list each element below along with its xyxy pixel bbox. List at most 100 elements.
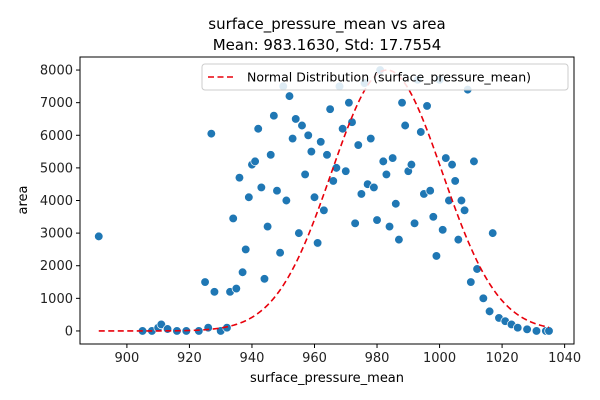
data-point (466, 277, 476, 287)
data-point (397, 98, 407, 108)
data-point (394, 234, 404, 245)
data-point (416, 127, 426, 137)
x-tick-label: 980 (365, 351, 390, 366)
x-tick-label: 960 (302, 351, 327, 366)
y-tick-label: 1000 (40, 292, 73, 307)
data-point (287, 133, 298, 144)
data-point (250, 156, 260, 167)
data-point (237, 267, 248, 277)
y-tick-label: 6000 (40, 129, 73, 144)
x-axis-ticks: 900 920 940 960 980 1000 1020 1040 (114, 344, 581, 366)
data-point (406, 159, 417, 170)
data-point (262, 221, 273, 232)
data-point (478, 293, 488, 303)
x-tick-label: 1000 (423, 351, 456, 366)
data-point (322, 150, 332, 160)
data-point (325, 104, 335, 114)
data-point (316, 137, 326, 147)
data-point (350, 218, 360, 228)
data-point (209, 287, 220, 297)
data-point (294, 228, 304, 238)
data-point (400, 120, 410, 131)
y-axis-label: area (16, 186, 31, 215)
y-tick-label: 4000 (40, 194, 73, 209)
data-point (431, 251, 442, 261)
data-point (319, 205, 329, 215)
data-point (303, 130, 313, 140)
data-point (259, 274, 270, 284)
data-point (203, 323, 213, 333)
data-point (228, 213, 238, 224)
data-point (453, 234, 463, 245)
x-tick-label: 920 (177, 351, 202, 366)
data-point (281, 195, 292, 206)
data-point (234, 173, 245, 183)
legend-box (201, 63, 569, 91)
data-point (297, 120, 307, 131)
data-point (275, 248, 285, 258)
data-point (291, 114, 301, 124)
chart-title: surface_pressure_mean vs area (208, 15, 445, 34)
x-tick-label: 900 (114, 351, 139, 366)
data-point (450, 176, 460, 186)
x-tick-label: 1040 (548, 351, 581, 366)
x-tick-label: 1020 (486, 351, 519, 366)
data-point (381, 169, 392, 180)
data-point (353, 140, 363, 150)
data-point (306, 146, 317, 157)
data-point (206, 128, 216, 139)
data-point (484, 306, 495, 317)
data-point (488, 228, 498, 238)
data-point (231, 283, 241, 294)
data-point (284, 91, 295, 101)
data-point (162, 324, 173, 334)
data-point (300, 169, 310, 180)
data-point (266, 150, 276, 160)
data-point (200, 277, 210, 287)
data-point (391, 199, 401, 209)
y-tick-label: 0 (65, 324, 73, 339)
data-point (409, 218, 420, 228)
data-point (244, 192, 254, 202)
data-point (337, 124, 348, 134)
data-point (378, 156, 388, 167)
data-point (369, 182, 379, 193)
chart-subtitle: Mean: 983.1630, Std: 17.7554 (213, 36, 442, 54)
data-point (531, 326, 542, 336)
y-tick-label: 2000 (40, 259, 73, 274)
data-point (447, 159, 457, 170)
data-point (544, 326, 554, 336)
data-point (331, 163, 342, 173)
data-point (388, 153, 398, 163)
data-point (428, 212, 438, 222)
data-point (94, 231, 104, 242)
plot-frame (79, 56, 575, 345)
data-point (384, 221, 395, 232)
legend-entry: Normal Distribution (surface_pressure_me… (247, 70, 531, 85)
scatter-points (94, 65, 554, 336)
data-point (425, 186, 435, 196)
normal-distribution-curve (98, 69, 550, 332)
x-tick-label: 940 (240, 351, 265, 366)
data-point (438, 225, 448, 235)
data-point (253, 124, 263, 134)
data-point (256, 182, 266, 193)
data-point (522, 324, 532, 334)
data-point (366, 133, 376, 144)
data-point (356, 189, 367, 199)
data-point (472, 264, 482, 274)
legend: Normal Distribution (surface_pressure_me… (201, 63, 569, 91)
x-axis-label: surface_pressure_mean (250, 371, 404, 386)
data-point (456, 195, 467, 206)
data-point (269, 111, 279, 121)
y-tick-label: 3000 (40, 227, 73, 242)
data-point (312, 238, 323, 248)
data-point (459, 205, 470, 215)
data-point (513, 323, 523, 333)
data-point (341, 166, 351, 176)
data-point (469, 156, 479, 167)
data-point (241, 244, 251, 255)
y-axis-ticks: 0 1000 2000 3000 4000 5000 6000 7000 8000 (40, 64, 80, 339)
y-tick-label: 8000 (40, 64, 73, 79)
